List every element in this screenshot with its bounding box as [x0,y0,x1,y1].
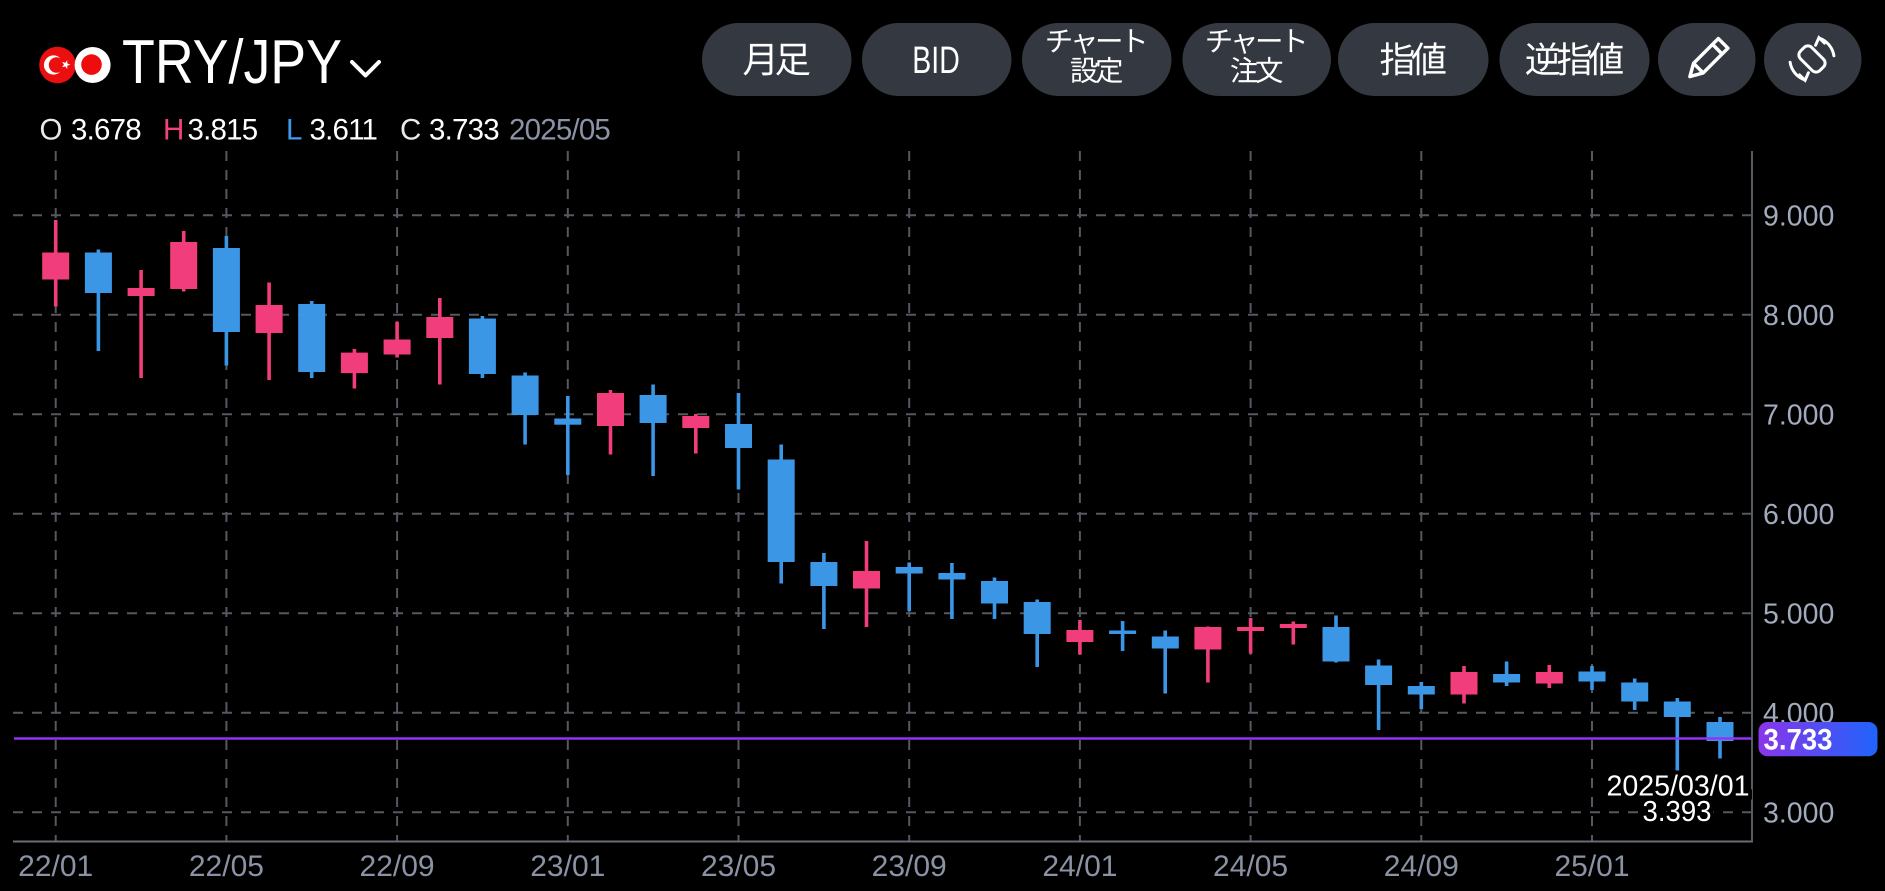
svg-text:L: L [286,114,302,147]
svg-text:O: O [40,114,62,147]
svg-text:23/09: 23/09 [872,850,947,883]
svg-text:22/01: 22/01 [18,850,93,883]
svg-text:23/05: 23/05 [701,850,776,883]
svg-text:3.000: 3.000 [1763,798,1834,830]
svg-text:25/01: 25/01 [1554,850,1629,883]
svg-text:3.733: 3.733 [1764,724,1833,757]
svg-text:3.393: 3.393 [1643,796,1712,828]
svg-text:7.000: 7.000 [1763,400,1834,432]
svg-text:TRY/JPY: TRY/JPY [122,28,342,97]
svg-text:3.678: 3.678 [71,114,141,147]
svg-text:6.000: 6.000 [1763,499,1834,531]
svg-text:24/09: 24/09 [1384,850,1459,883]
svg-text:H: H [163,114,184,147]
svg-text:24/05: 24/05 [1213,850,1288,883]
svg-text:3.733: 3.733 [429,114,499,147]
svg-text:23/01: 23/01 [530,850,605,883]
svg-text:8.000: 8.000 [1763,300,1834,332]
svg-text:BID: BID [912,40,960,82]
svg-text:2025/05: 2025/05 [509,114,610,147]
svg-text:24/01: 24/01 [1042,850,1117,883]
svg-text:3.815: 3.815 [188,114,258,147]
svg-text:22/05: 22/05 [189,850,264,883]
svg-text:9.000: 9.000 [1763,201,1834,233]
svg-text:22/09: 22/09 [360,850,435,883]
svg-text:5.000: 5.000 [1763,599,1834,631]
svg-text:C: C [400,114,421,147]
svg-text:2025/03/01: 2025/03/01 [1607,771,1750,803]
svg-text:3.611: 3.611 [310,114,378,147]
